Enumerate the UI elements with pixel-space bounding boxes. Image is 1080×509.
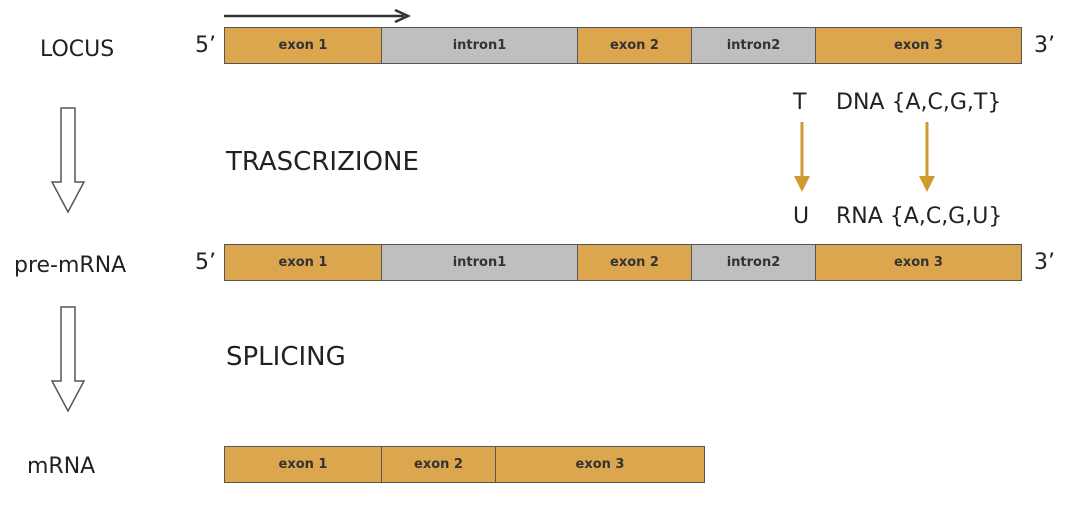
pre-mrna-intron-2: intron2 [691, 245, 815, 280]
splicing-step-arrow [50, 306, 86, 413]
locus-intron-1: intron1 [381, 28, 577, 63]
mrna-exon-3: exon 3 [495, 447, 704, 482]
dna-alphabet-label: DNA {A,C,G,T} [836, 90, 1002, 115]
dna-to-rna-arrow [919, 122, 935, 192]
locus-gene-bar: exon 1 intron1 exon 2 intron2 exon 3 [224, 27, 1022, 64]
locus-three-prime-label: 3’ [1034, 33, 1055, 58]
locus-five-prime-label: 5’ [195, 33, 216, 58]
pre-mrna-intron-1: intron1 [381, 245, 577, 280]
locus-exon-2: exon 2 [577, 28, 691, 63]
pre-mrna-gene-bar: exon 1 intron1 exon 2 intron2 exon 3 [224, 244, 1022, 281]
transcription-step-arrow [50, 107, 86, 214]
splicing-step-label: SPLICING [226, 342, 346, 372]
locus-exon-1: exon 1 [225, 28, 381, 63]
locus-exon-3: exon 3 [815, 28, 1021, 63]
transcription-step-label: TRASCRIZIONE [226, 147, 419, 177]
mrna-gene-bar: exon 1 exon 2 exon 3 [224, 446, 705, 483]
pre-mrna-exon-1: exon 1 [225, 245, 381, 280]
mrna-exon-2: exon 2 [381, 447, 495, 482]
locus-intron-2: intron2 [691, 28, 815, 63]
mrna-exon-1: exon 1 [225, 447, 381, 482]
transcription-direction-arrow [224, 8, 411, 24]
pre-mrna-three-prime-label: 3’ [1034, 250, 1055, 275]
rna-base-u: U [793, 204, 810, 229]
rna-alphabet-label: RNA {A,C,G,U} [836, 204, 1003, 229]
locus-label: LOCUS [40, 37, 115, 62]
pre-mrna-label: pre-mRNA [14, 253, 127, 278]
pre-mrna-five-prime-label: 5’ [195, 250, 216, 275]
mrna-label: mRNA [27, 454, 96, 479]
pre-mrna-exon-3: exon 3 [815, 245, 1021, 280]
dna-base-t: T [793, 90, 807, 115]
pre-mrna-exon-2: exon 2 [577, 245, 691, 280]
t-to-u-arrow [794, 122, 810, 192]
